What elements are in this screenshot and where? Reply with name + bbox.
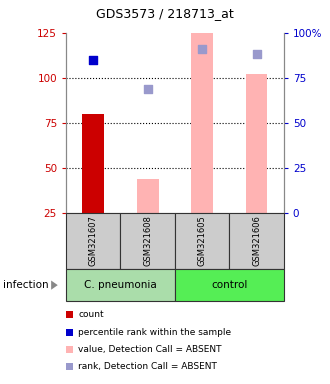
Point [90, 56, 96, 63]
Text: infection: infection [3, 280, 49, 290]
Text: percentile rank within the sample: percentile rank within the sample [78, 328, 231, 337]
Text: C. pneumonia: C. pneumonia [84, 280, 157, 290]
Bar [191, 33, 213, 213]
Text: value, Detection Call = ABSENT: value, Detection Call = ABSENT [78, 345, 222, 354]
Text: control: control [211, 280, 248, 290]
Text: GSM321608: GSM321608 [143, 215, 152, 266]
Text: GSM321606: GSM321606 [252, 215, 261, 266]
Text: count: count [78, 310, 104, 319]
Point [254, 51, 259, 57]
Bar [137, 179, 158, 213]
Point [199, 46, 205, 52]
Text: GDS3573 / 218713_at: GDS3573 / 218713_at [96, 7, 234, 20]
Bar [246, 74, 267, 213]
Text: GSM321605: GSM321605 [198, 215, 207, 266]
Bar [82, 114, 104, 213]
Text: GSM321607: GSM321607 [89, 215, 98, 266]
Text: rank, Detection Call = ABSENT: rank, Detection Call = ABSENT [78, 362, 217, 371]
Point [145, 86, 150, 92]
